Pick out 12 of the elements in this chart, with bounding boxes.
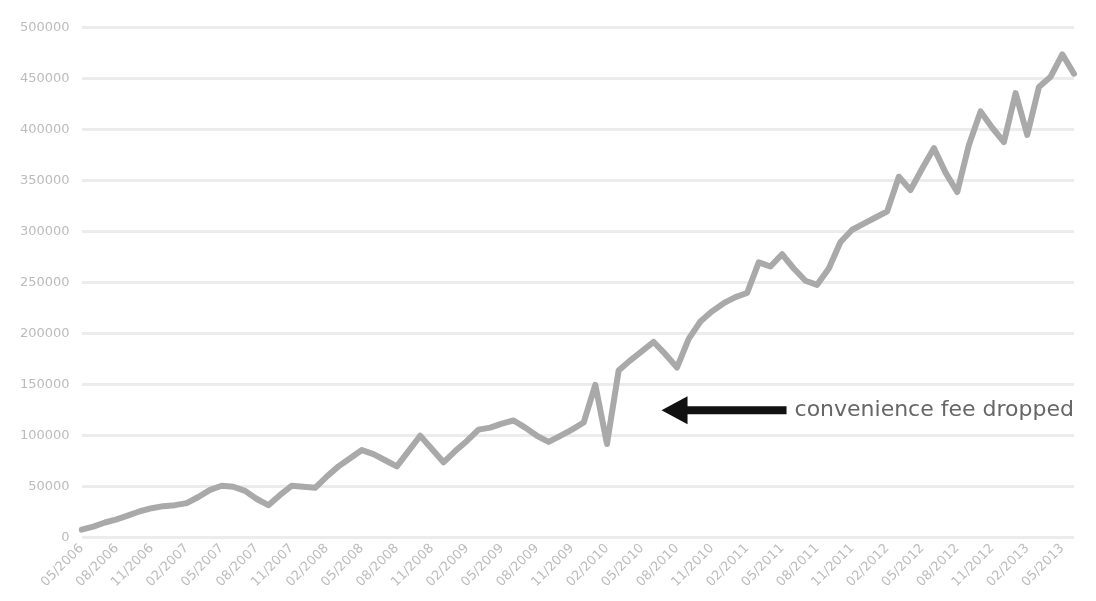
y-tick-label: 150000 (19, 376, 70, 392)
y-tick-label: 500000 (19, 19, 70, 35)
y-tick-label: 400000 (19, 121, 70, 137)
y-tick-label: 250000 (19, 274, 70, 290)
y-tick-label: 350000 (19, 172, 70, 188)
y-tick-label: 300000 (19, 223, 70, 239)
y-tick-label: 450000 (19, 70, 70, 86)
y-tick-label: 200000 (19, 325, 70, 341)
y-tick-label: 0 (61, 529, 70, 545)
y-tick-label: 100000 (19, 427, 70, 443)
annotation: convenience fee dropped (794, 396, 1074, 421)
y-tick-label: 50000 (28, 478, 70, 494)
